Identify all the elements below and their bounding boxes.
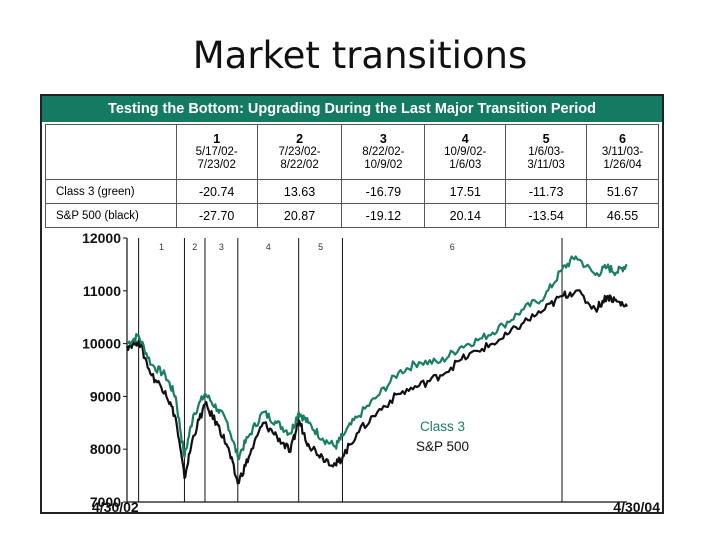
period-start: 5/17/02-: [195, 145, 238, 158]
period-marker-label: 3: [219, 242, 224, 252]
table-cell: -27.70: [175, 203, 258, 228]
y-tick-label: 11000: [83, 283, 121, 299]
period-header: 6 3/11/03- 1/26/04: [586, 124, 659, 180]
period-number: 6: [619, 131, 626, 146]
period-marker-label: 5: [318, 242, 323, 252]
table-title: Testing the Bottom: Upgrading During the…: [42, 96, 662, 122]
line-chart-svg: 12000 11000 10000 9000 8000 7000 1 2 3 4 5 6 Class 3…: [82, 230, 660, 514]
period-marker-label: 4: [266, 242, 271, 252]
x-tick-label: 4/30/02: [92, 499, 139, 514]
period-start: 3/11/03-: [601, 145, 644, 158]
period-end: 8/22/02: [280, 158, 319, 171]
period-start: 1/6/03-: [528, 145, 565, 158]
period-number: 5: [542, 131, 550, 146]
y-tick-label: 12000: [82, 230, 121, 246]
period-start: 10/9/02-: [444, 145, 487, 158]
sp500-series-line: [125, 289, 629, 485]
table-cell: -16.79: [341, 179, 426, 204]
period-start: 7/23/02-: [278, 145, 321, 158]
table-cell: -11.73: [505, 179, 588, 204]
table-cell: 51.67: [586, 179, 659, 204]
period-end: 1/26/04: [603, 158, 642, 171]
table-header-row: 1 5/17/02- 7/23/02 2 7/23/02- 8/22/02 3 …: [45, 124, 659, 180]
period-number: 3: [379, 131, 387, 146]
y-tick-label: 10000: [82, 336, 121, 352]
y-tick-label: 9000: [90, 388, 121, 404]
table-row: S&P 500 (black) -27.70 20.87 -19.12 20.1…: [45, 203, 659, 228]
period-end: 3/11/03: [527, 158, 565, 171]
table-corner-cell: [45, 124, 177, 180]
period-number: 2: [296, 131, 304, 146]
slide-title: Market transitions: [192, 34, 528, 77]
period-header: 2 7/23/02- 8/22/02: [256, 124, 343, 180]
periods-table: 1 5/17/02- 7/23/02 2 7/23/02- 8/22/02 3 …: [45, 124, 659, 228]
period-marker-label: 1: [159, 242, 164, 252]
row-label: S&P 500 (black): [45, 203, 177, 228]
period-number: 4: [461, 131, 469, 146]
period-header: 3 8/22/02- 10/9/02: [341, 124, 426, 180]
table-cell: 20.87: [256, 203, 343, 228]
period-header: 5 1/6/03- 3/11/03: [505, 124, 588, 180]
period-header: 4 10/9/02- 1/6/03: [424, 124, 507, 180]
period-start: 8/22/02-: [362, 145, 405, 158]
row-label: Class 3 (green): [45, 179, 177, 204]
table-cell: -19.12: [341, 203, 426, 228]
period-end: 7/23/02: [197, 158, 236, 171]
table-cell: 46.55: [586, 203, 659, 228]
table-cell: -20.74: [175, 179, 258, 204]
class3-series-line: [126, 255, 628, 461]
table-cell: 17.51: [424, 179, 507, 204]
period-number: 1: [213, 131, 221, 146]
y-tick-label: 8000: [90, 441, 121, 457]
legend-sp500: S&P 500: [416, 439, 469, 454]
table-row: Class 3 (green) -20.74 13.63 -16.79 17.5…: [45, 179, 659, 204]
legend-class3: Class 3: [420, 419, 465, 434]
period-end: 10/9/02: [364, 158, 403, 171]
line-chart: 12000 11000 10000 9000 8000 7000 1 2 3 4 5 6 Class 3…: [42, 220, 662, 514]
period-marker-label: 2: [192, 242, 197, 252]
y-tick-label: 7000: [90, 494, 121, 510]
x-tick-label: 4/30/04: [613, 499, 660, 514]
figure-panel: Testing the Bottom: Upgrading During the…: [40, 94, 664, 514]
period-marker-label: 6: [450, 242, 455, 252]
table-cell: 13.63: [256, 179, 343, 204]
period-header: 1 5/17/02- 7/23/02: [175, 124, 258, 180]
period-end: 1/6/03: [449, 158, 482, 171]
table-cell: 20.14: [424, 203, 507, 228]
